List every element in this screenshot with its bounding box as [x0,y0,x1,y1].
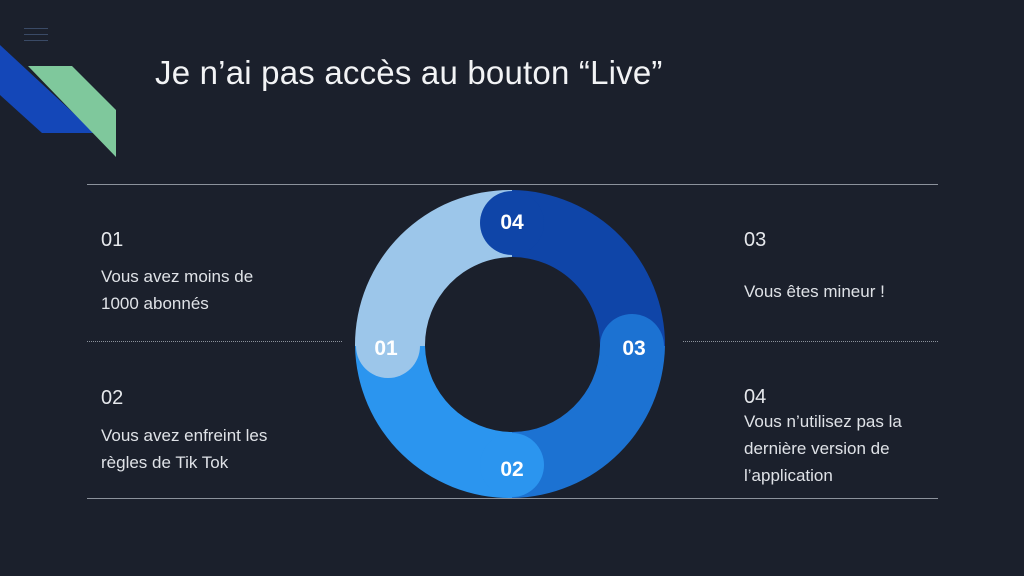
item-02-line-2: règles de Tik Tok [101,453,229,472]
corner-decoration [0,45,116,157]
donut-cap-02 [480,433,544,497]
donut-segment-03 [512,346,665,498]
item-02-line-1: Vous avez enfreint les [101,426,268,445]
item-04-line-1: Vous n’utilisez pas la [744,412,902,431]
item-02-number: 02 [101,387,124,409]
donut-segment-02 [355,346,512,499]
donut-label-02: 02 [500,458,523,481]
donut-label-04: 04 [500,211,524,234]
item-03-text: Vous êtes mineur ! [744,278,984,305]
donut-diagram: 04 03 02 01 [354,189,666,499]
donut-segment-01 [354,189,512,346]
bottom-divider [87,498,938,499]
item-04-number: 04 [744,386,767,408]
item-02-text: Vous avez enfreint les règles de Tik Tok [101,422,341,476]
left-dotted-divider [87,341,342,342]
item-03-number: 03 [744,229,767,251]
hamburger-menu-icon[interactable] [24,28,48,42]
top-divider [87,184,938,185]
donut-cap-04 [480,191,544,255]
item-01-text: Vous avez moins de 1000 abonnés [101,263,341,317]
donut-label-01: 01 [374,337,398,360]
item-04-text: Vous n’utilisez pas la dernière version … [744,408,984,489]
item-01-line-2: 1000 abonnés [101,294,209,313]
donut-cap-01 [356,314,420,378]
item-01-line-1: Vous avez moins de [101,267,254,286]
donut-cap-03 [600,314,664,378]
donut-segment-04 [512,190,666,346]
item-03-line-1: Vous êtes mineur ! [744,282,885,301]
item-04-line-3: l’application [744,466,833,485]
donut-label-03: 03 [622,337,645,360]
item-04-line-2: dernière version de [744,439,890,458]
item-01-number: 01 [101,229,124,251]
right-dotted-divider [683,341,938,342]
page-title: Je n’ai pas accès au bouton “Live” [155,54,663,91]
